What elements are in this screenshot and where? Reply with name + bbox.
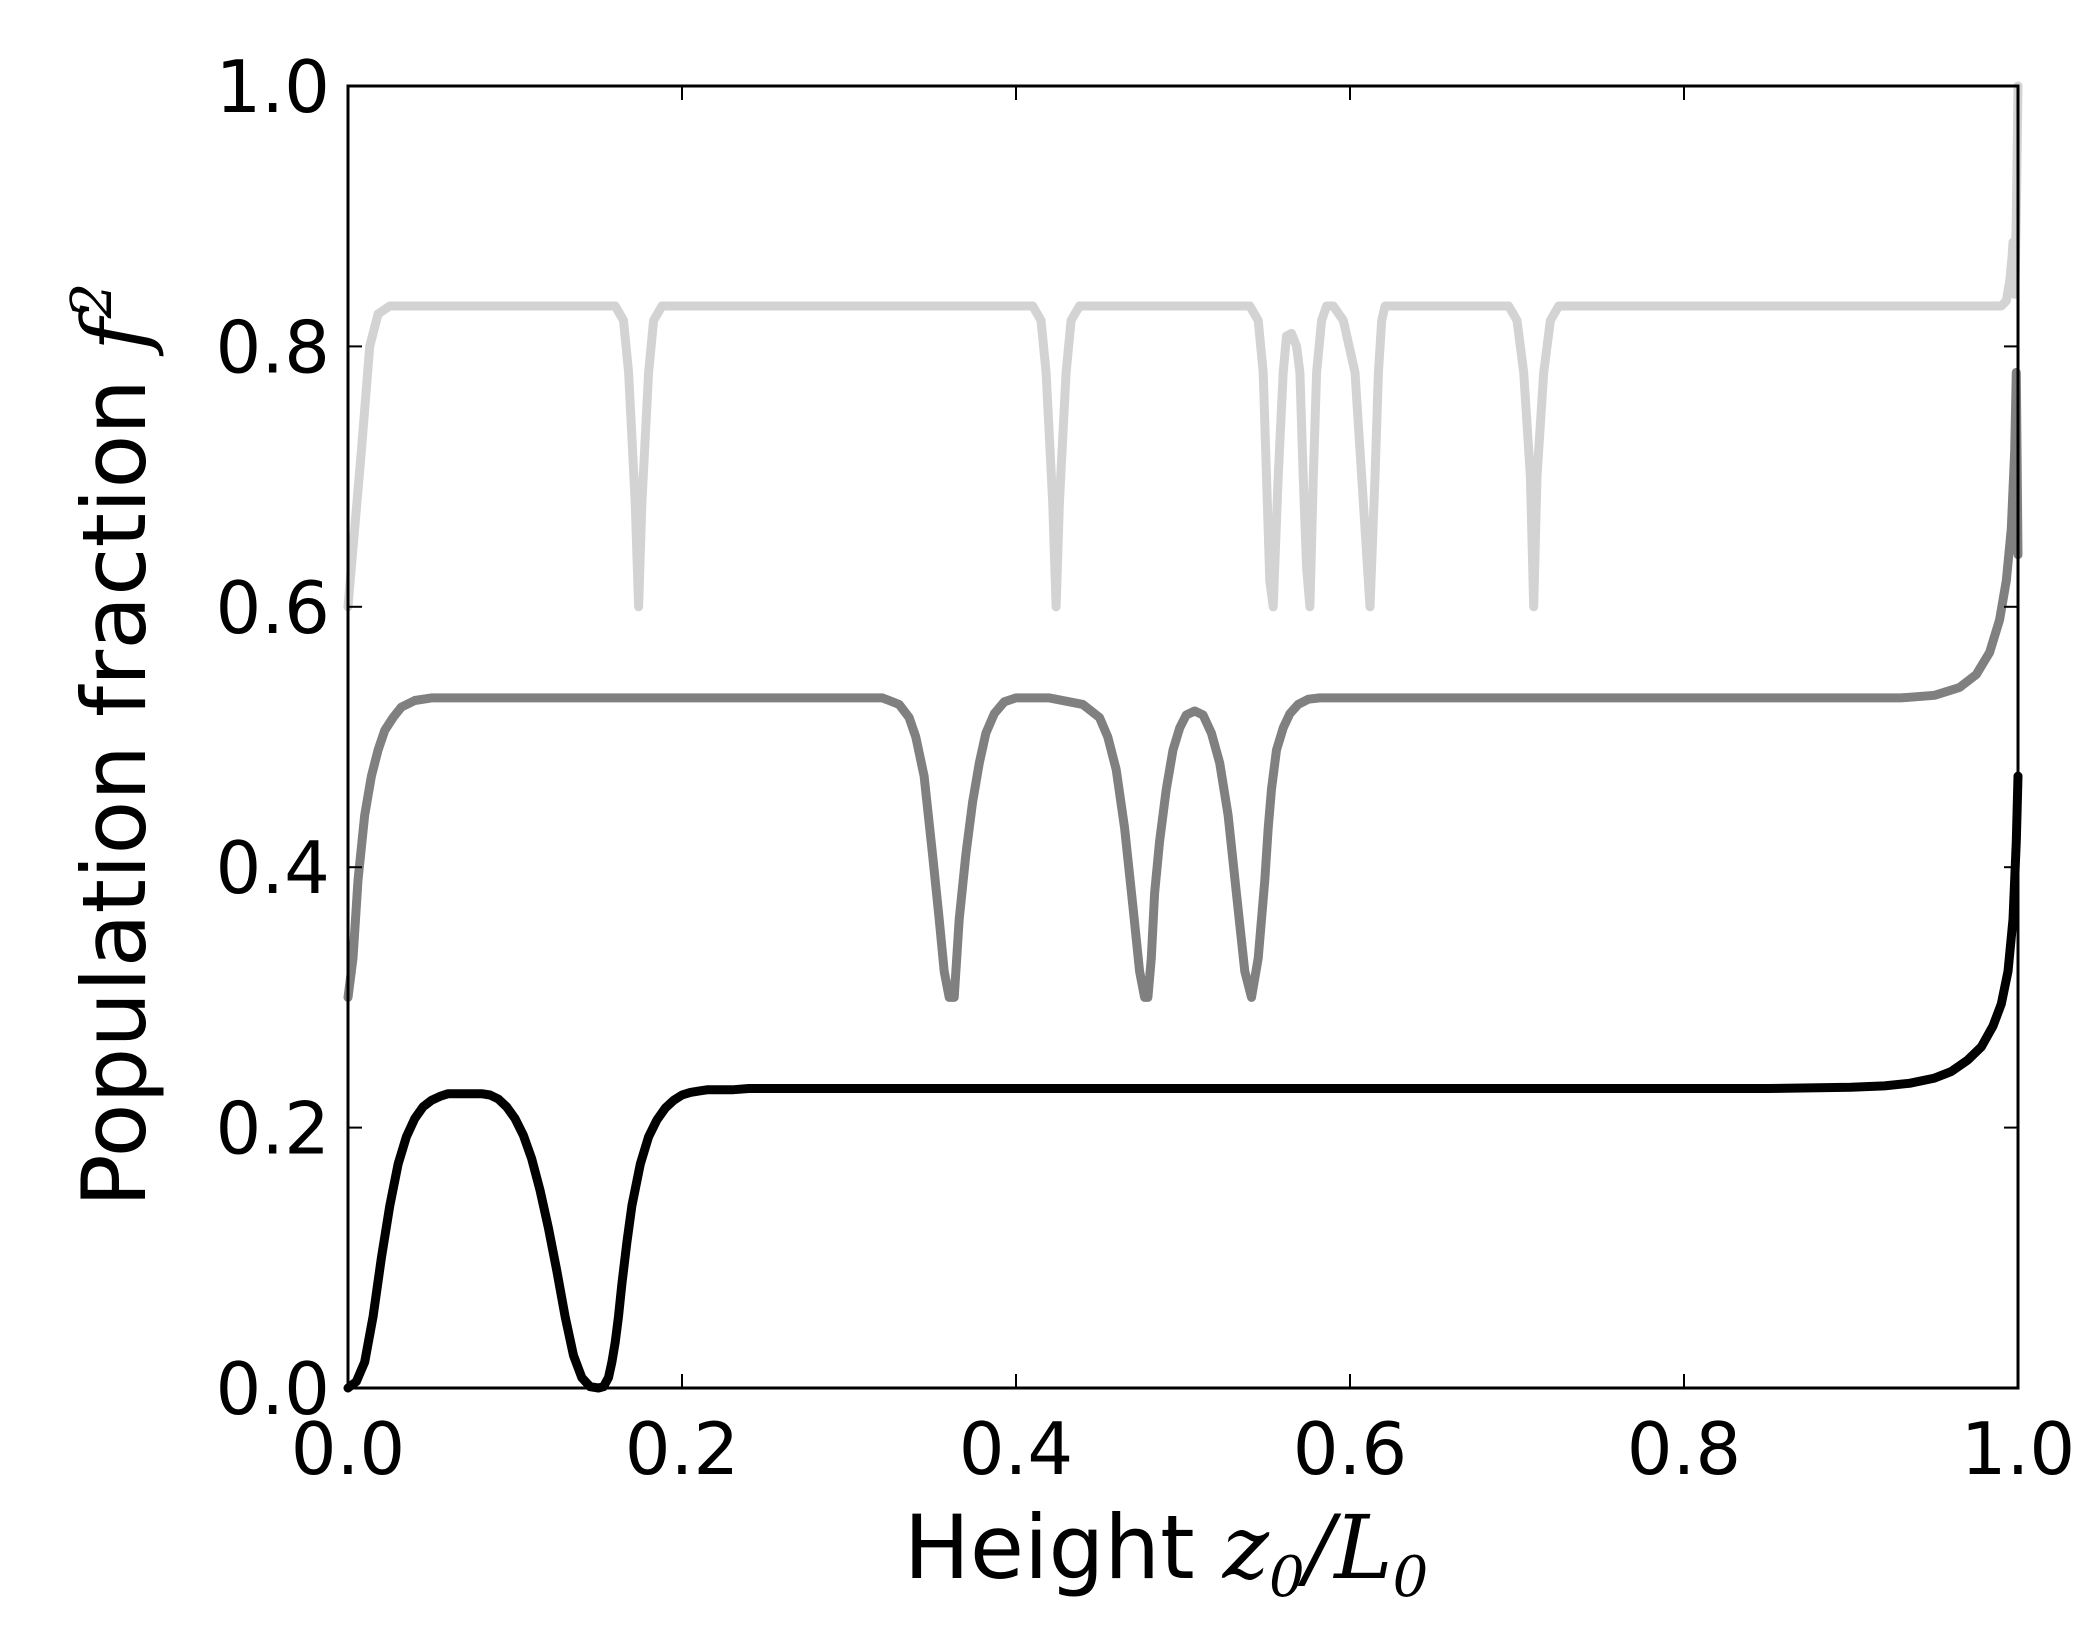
y-axis-label-text: Population fraction bbox=[63, 351, 166, 1207]
y-tick-label: 0.8 bbox=[215, 305, 330, 389]
x-tick-label: 0.6 bbox=[1293, 1407, 1408, 1491]
series-layer bbox=[343, 81, 2023, 1393]
x-tick-labels: 0.0 0.2 0.4 0.6 0.8 1.0 bbox=[291, 1407, 2076, 1491]
plot-frame bbox=[346, 84, 2020, 1390]
y-tick-label: 0.2 bbox=[215, 1087, 330, 1171]
series-line-1 bbox=[343, 81, 2023, 612]
x-tick-label: 0.2 bbox=[625, 1407, 740, 1491]
series-line-3 bbox=[343, 771, 2023, 1393]
x-axis-label-text: Height bbox=[904, 1496, 1223, 1599]
x-tick-label: 1.0 bbox=[1961, 1407, 2076, 1491]
y-axis-label: Population fraction f2 bbox=[60, 283, 166, 1208]
y-tick-label: 0.6 bbox=[215, 566, 330, 650]
y-tick-label: 0.4 bbox=[215, 826, 330, 910]
x-axis-label-var: z bbox=[1222, 1496, 1270, 1599]
x-tick-label: 0.4 bbox=[959, 1407, 1074, 1491]
x-axis-label-sub: 0 bbox=[1269, 1545, 1305, 1610]
x-axis-label-var2: L bbox=[1332, 1496, 1392, 1599]
y-tick-label: 0.0 bbox=[215, 1347, 330, 1431]
tick-layer bbox=[347, 85, 2019, 1389]
y-tick-labels: 0.0 0.2 0.4 0.6 0.8 1.0 bbox=[215, 45, 330, 1431]
x-tick-label: 0.0 bbox=[291, 1407, 406, 1491]
y-axis-label-sup: 2 bbox=[60, 283, 125, 320]
x-tick-label: 0.8 bbox=[1627, 1407, 1742, 1491]
y-tick-label: 1.0 bbox=[215, 45, 330, 129]
series-line-2 bbox=[343, 367, 2023, 1002]
x-axis-label: Height z0/L0 bbox=[904, 1496, 1429, 1610]
x-axis-label-sub2: 0 bbox=[1393, 1545, 1429, 1610]
